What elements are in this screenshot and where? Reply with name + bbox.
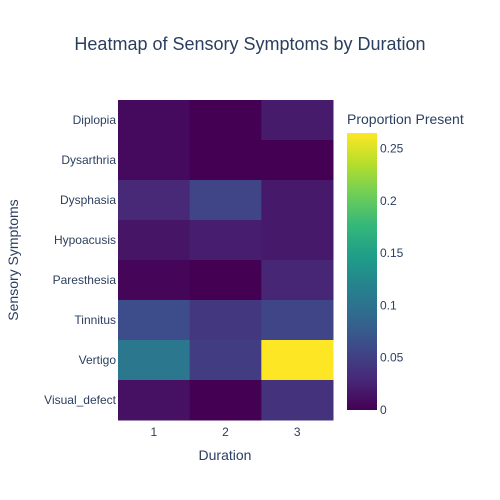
y-tick-label: Tinnitus — [74, 313, 116, 327]
heatmap-cell — [118, 100, 191, 141]
x-tick-label: 1 — [150, 425, 157, 439]
colorbar — [347, 133, 377, 410]
heatmap-cell — [189, 140, 262, 181]
heatmap-cell — [261, 260, 334, 301]
colorbar-tick-label: 0.15 — [380, 246, 404, 260]
y-tick-label: Visual_defect — [44, 393, 116, 407]
heatmap-cell — [118, 180, 191, 221]
heatmap-cell — [189, 260, 262, 301]
heatmap-cell — [118, 260, 191, 301]
y-tick-label: Dysphasia — [60, 193, 116, 207]
chart-title: Heatmap of Sensory Symptoms by Duration — [74, 34, 425, 54]
x-tick-label: 3 — [294, 425, 301, 439]
heatmap-cell — [189, 340, 262, 381]
y-tick-label: Paresthesia — [53, 273, 117, 287]
y-axis-title: Sensory Symptoms — [5, 199, 21, 320]
heatmap-cell — [118, 380, 191, 421]
heatmap-cell — [189, 220, 262, 261]
heatmap-cell — [189, 300, 262, 341]
heatmap-cell — [261, 340, 334, 381]
colorbar-tick-label: 0.25 — [380, 142, 404, 156]
heatmap-cell — [261, 300, 334, 341]
heatmap-cell — [261, 220, 334, 261]
y-tick-label: Dysarthria — [61, 153, 116, 167]
y-axis-ticks: Diplopia Dysarthria Dysphasia Hypoacusis Par… — [44, 113, 116, 407]
heatmap-cell — [118, 220, 191, 261]
heatmap-cells — [118, 100, 334, 421]
colorbar-ticks: 0 0.05 0.1 0.15 0.2 0.25 — [380, 142, 404, 417]
x-tick-label: 2 — [222, 425, 229, 439]
colorbar-tick-label: 0.2 — [380, 194, 397, 208]
heatmap-cell — [261, 140, 334, 181]
y-tick-label: Diplopia — [73, 113, 117, 127]
colorbar-tick-label: 0.1 — [380, 298, 397, 312]
colorbar-title: Proportion Present — [347, 111, 464, 127]
y-tick-label: Hypoacusis — [54, 233, 116, 247]
heatmap-cell — [189, 180, 262, 221]
x-axis-title: Duration — [199, 447, 252, 463]
colorbar-tick-label: 0.05 — [380, 351, 404, 365]
heatmap-cell — [118, 140, 191, 181]
heatmap-cell — [118, 300, 191, 341]
heatmap-cell — [261, 180, 334, 221]
heatmap-cell — [261, 380, 334, 421]
heatmap-cell — [261, 100, 334, 141]
heatmap-cell — [189, 380, 262, 421]
heatmap-cell — [118, 340, 191, 381]
y-tick-label: Vertigo — [79, 353, 117, 367]
heatmap-cell — [189, 100, 262, 141]
x-axis-ticks: 1 2 3 — [150, 425, 300, 439]
colorbar-tick-label: 0 — [380, 403, 387, 417]
